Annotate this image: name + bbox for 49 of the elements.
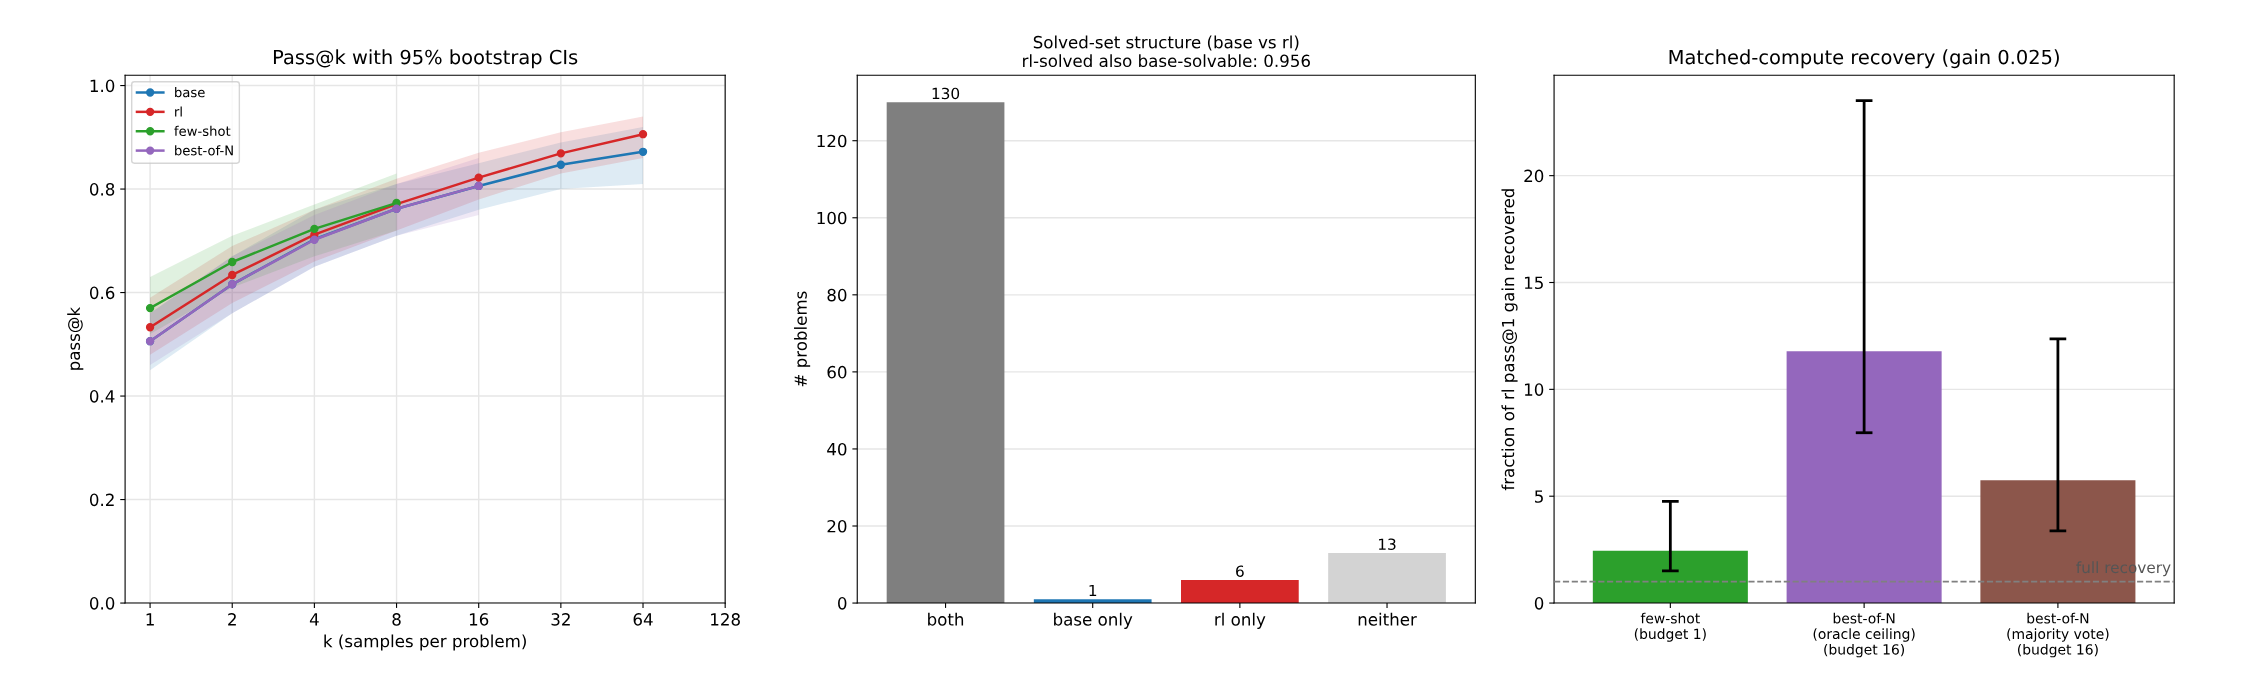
x-tick-label: 16 [469,613,489,626]
chart-title: Pass@k with 95% bootstrap CIs [273,49,578,69]
x-tick-label: 2 [228,613,236,626]
x-tick-label: neither [1358,612,1417,626]
y-tick-label: 15 [1524,276,1543,290]
y-tick-label: 80 [827,288,847,302]
y-tick-label: 0.8 [89,183,115,196]
x-tick-label: best-of-N (majority vote) (budget 16) [2007,612,2109,658]
y-tick-label: 0 [1534,597,1544,610]
x-tick-label: few-shot (budget 1) [1634,612,1706,642]
x-tick-label: 8 [392,613,401,626]
legend-label: best-of-N [175,145,233,156]
y-tick-label: 60 [827,365,847,379]
y-tick-label: 0.6 [89,286,115,300]
y-tick-label: 0.2 [89,493,114,507]
x-tick-label: both [928,612,964,626]
x-tick-label: 1 [146,613,154,626]
y-tick-label: 100 [817,211,847,225]
legend-label: base [175,87,205,98]
data-label: 13 [1378,538,1396,551]
y-tick-label: 40 [827,442,847,456]
data-label: 6 [1236,565,1244,577]
y-tick-label: 20 [1524,169,1544,183]
y-tick-label: 0.0 [89,597,115,610]
x-tick-label: 4 [309,613,319,626]
legend-label: few-shot [174,125,231,137]
y-tick-label: 0 [838,597,847,610]
chart-title: Solved-set structure (base vs rl) [1033,35,1299,51]
x-tick-label: best-of-N (oracle ceiling) (budget 16) [1813,612,1915,658]
y-axis-title: # problems [794,291,811,387]
y-tick-label: 20 [827,519,847,533]
data-label: 1 [1089,584,1097,597]
x-tick-label: base only [1054,612,1133,629]
x-tick-label: 32 [551,613,570,626]
y-tick-label: 5 [1535,490,1543,503]
x-tick-label: 128 [711,613,740,626]
x-axis-title: k (samples per problem) [324,634,526,651]
chart-title: Matched-compute recovery (gain 0.025) [1669,49,2059,69]
x-tick-label: 64 [633,613,653,626]
x-tick-label: rl only [1215,612,1266,629]
y-axis-title: pass@k [67,306,84,370]
y-tick-label: 0.4 [89,390,115,403]
y-axis-title: fraction of rl pass@1 gain recovered [1501,189,1518,491]
y-tick-label: 120 [817,134,847,148]
y-tick-label: 10 [1524,383,1544,396]
legend-label: rl [175,106,182,117]
y-tick-label: 1.0 [90,79,115,93]
data-label: 130 [932,87,960,100]
chart-subtitle: rl-solved also base-solvable: 0.956 [1023,54,1310,68]
